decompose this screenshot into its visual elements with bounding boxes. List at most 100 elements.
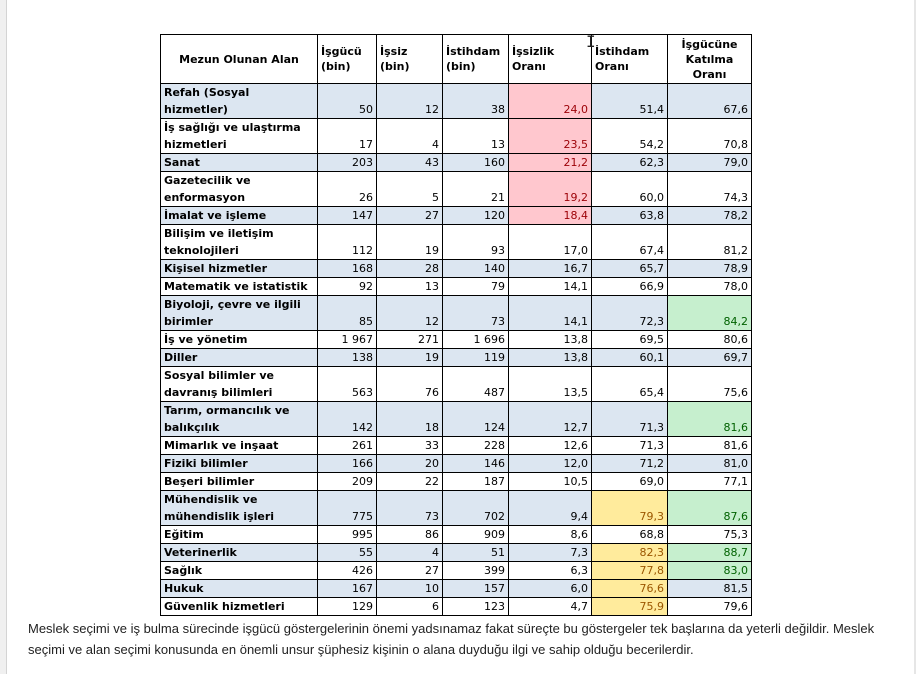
- unemployment-rate-cell: 13,8: [508, 348, 592, 367]
- field-name-cell: Sosyal bilimler ve davranış bilimleri: [160, 366, 318, 402]
- employment-rate-cell: 66,9: [591, 277, 668, 296]
- participation-rate-cell: 81,6: [667, 401, 752, 437]
- labor-force-cell: 85: [317, 295, 377, 331]
- employed-cell: 79: [442, 277, 509, 296]
- field-name-cell: Sanat: [160, 153, 318, 172]
- employed-cell: 93: [442, 224, 509, 260]
- employed-cell: 1 696: [442, 330, 509, 349]
- table-row: Tarım, ormancılık ve balıkçılık 142 18 124 1…: [160, 401, 752, 437]
- field-name-cell: Sağlık: [160, 561, 318, 580]
- employment-rate-cell: 71,3: [591, 436, 668, 455]
- table-row: Biyoloji, çevre ve ilgili birimler 85 12 73…: [160, 295, 752, 331]
- employed-cell: 157: [442, 579, 509, 598]
- participation-rate-cell: 81,5: [667, 579, 752, 598]
- participation-rate-cell: 74,3: [667, 171, 752, 207]
- labor-force-cell: 775: [317, 490, 377, 526]
- table-row: Sosyal bilimler ve davranış bilimleri 563…: [160, 366, 752, 402]
- employed-cell: 146: [442, 454, 509, 473]
- participation-rate-cell: 81,2: [667, 224, 752, 260]
- unemployed-cell: 5: [376, 171, 443, 207]
- unemployed-cell: 4: [376, 543, 443, 562]
- unemployment-rate-cell: 16,7: [508, 259, 592, 278]
- unemployed-cell: 73: [376, 490, 443, 526]
- unemployment-rate-cell: 13,8: [508, 330, 592, 349]
- participation-rate-cell: 81,6: [667, 436, 752, 455]
- labor-statistics-table: Mezun Olunan Alan İşgücü (bin) İşsiz (bi…: [160, 34, 752, 616]
- unemployment-rate-cell: 13,5: [508, 366, 592, 402]
- employment-rate-cell: 68,8: [591, 525, 668, 544]
- table-row: İş ve yönetim 1 967 271 1 696 13,8 69,5 80,6: [160, 330, 752, 349]
- body-paragraph: Meslek seçimi ve iş bulma sürecinde işgü…: [28, 621, 875, 657]
- header-labor-force: İşgücü (bin): [317, 34, 377, 84]
- employed-cell: 123: [442, 597, 509, 616]
- field-name-cell: Refah (Sosyal hizmetler): [160, 83, 318, 119]
- table-header-row: Mezun Olunan Alan İşgücü (bin) İşsiz (bi…: [160, 34, 752, 84]
- employed-cell: 487: [442, 366, 509, 402]
- unemployed-cell: 19: [376, 348, 443, 367]
- labor-force-cell: 138: [317, 348, 377, 367]
- header-employed: İstihdam (bin): [442, 34, 509, 84]
- employment-rate-cell: 69,5: [591, 330, 668, 349]
- field-name-cell: Mimarlık ve inşaat: [160, 436, 318, 455]
- unemployment-rate-cell: 24,0: [508, 83, 592, 119]
- table-row: Gazetecilik ve enformasyon 26 5 21 19,2 60,0 7…: [160, 171, 752, 207]
- field-name-cell: İmalat ve işleme: [160, 206, 318, 225]
- table-row: Eğitim 995 86 909 8,6 68,8 75,3: [160, 525, 752, 544]
- unemployment-rate-cell: 6,0: [508, 579, 592, 598]
- unemployed-cell: 18: [376, 401, 443, 437]
- table-row: Mimarlık ve inşaat 261 33 228 12,6 71,3 81,6: [160, 436, 752, 455]
- field-name-cell: Biyoloji, çevre ve ilgili birimler: [160, 295, 318, 331]
- employment-rate-cell: 76,6: [591, 579, 668, 598]
- employed-cell: 51: [442, 543, 509, 562]
- labor-force-cell: 112: [317, 224, 377, 260]
- employment-rate-cell: 60,0: [591, 171, 668, 207]
- employed-cell: 73: [442, 295, 509, 331]
- unemployed-cell: 10: [376, 579, 443, 598]
- field-name-cell: Mühendislik ve mühendislik işleri: [160, 490, 318, 526]
- employed-cell: 119: [442, 348, 509, 367]
- employment-rate-cell: 62,3: [591, 153, 668, 172]
- unemployment-rate-cell: 14,1: [508, 295, 592, 331]
- unemployed-cell: 27: [376, 561, 443, 580]
- unemployment-rate-cell: 14,1: [508, 277, 592, 296]
- employed-cell: 909: [442, 525, 509, 544]
- header-field: Mezun Olunan Alan: [160, 34, 318, 84]
- unemployment-rate-cell: 6,3: [508, 561, 592, 580]
- unemployed-cell: 4: [376, 118, 443, 154]
- unemployment-rate-cell: 21,2: [508, 153, 592, 172]
- employment-rate-cell: 54,2: [591, 118, 668, 154]
- employment-rate-cell: 60,1: [591, 348, 668, 367]
- table-row: Hukuk 167 10 157 6,0 76,6 81,5: [160, 579, 752, 598]
- participation-rate-cell: 70,8: [667, 118, 752, 154]
- unemployed-cell: 43: [376, 153, 443, 172]
- employment-rate-cell: 71,3: [591, 401, 668, 437]
- unemployed-cell: 28: [376, 259, 443, 278]
- table-row: Fiziki bilimler 166 20 146 12,0 71,2 81,0: [160, 454, 752, 473]
- participation-rate-cell: 88,7: [667, 543, 752, 562]
- field-name-cell: Güvenlik hizmetleri: [160, 597, 318, 616]
- participation-rate-cell: 77,1: [667, 472, 752, 491]
- unemployed-cell: 33: [376, 436, 443, 455]
- participation-rate-cell: 75,3: [667, 525, 752, 544]
- employment-rate-cell: 75,9: [591, 597, 668, 616]
- participation-rate-cell: 79,6: [667, 597, 752, 616]
- header-unemployment-rate: İşsizlik Oranı: [508, 34, 592, 84]
- labor-force-cell: 92: [317, 277, 377, 296]
- participation-rate-cell: 83,0: [667, 561, 752, 580]
- participation-rate-cell: 69,7: [667, 348, 752, 367]
- window-right-border: [914, 0, 916, 674]
- window-left-border: [0, 0, 7, 674]
- table-row: Kişisel hizmetler 168 28 140 16,7 65,7 78,9: [160, 259, 752, 278]
- labor-force-cell: 168: [317, 259, 377, 278]
- labor-force-cell: 203: [317, 153, 377, 172]
- unemployment-rate-cell: 12,0: [508, 454, 592, 473]
- employment-rate-cell: 77,8: [591, 561, 668, 580]
- field-name-cell: İş sağlığı ve ulaştırma hizmetleri: [160, 118, 318, 154]
- unemployment-rate-cell: 7,3: [508, 543, 592, 562]
- unemployment-rate-cell: 12,6: [508, 436, 592, 455]
- employed-cell: 702: [442, 490, 509, 526]
- header-unemployed: İşsiz (bin): [376, 34, 443, 84]
- participation-rate-cell: 80,6: [667, 330, 752, 349]
- labor-force-cell: 167: [317, 579, 377, 598]
- unemployed-cell: 13: [376, 277, 443, 296]
